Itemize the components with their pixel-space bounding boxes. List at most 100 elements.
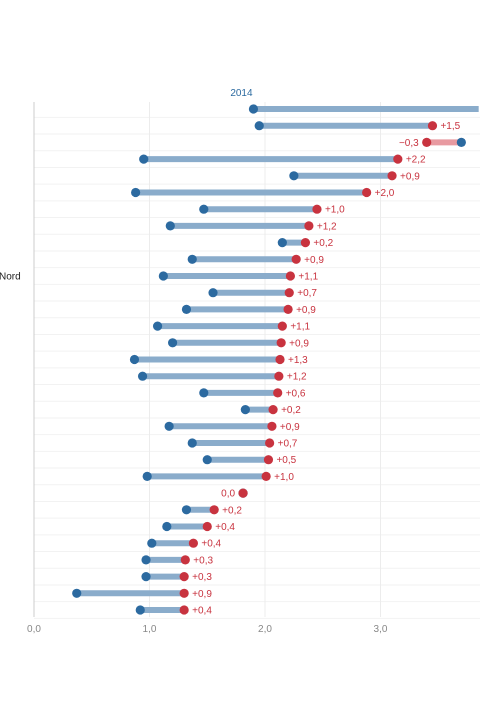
start-dot [181,304,192,314]
delta-label: +1,2 [317,221,337,232]
delta-label: +0,5 [276,455,296,466]
start-dot [152,321,163,331]
delta-label: +0,2 [281,405,301,416]
end-dot [304,221,314,231]
delta-label: +0,4 [192,606,212,617]
delta-label: +1,0 [274,472,294,483]
delta-label: +1,1 [290,322,310,333]
end-dot [276,338,286,348]
start-dot [208,288,218,298]
end-dot [291,254,301,264]
x-axis: 0,0 1,0 2,0 3,0 [27,624,388,635]
dumbbell-dots [72,104,466,615]
delta-label: +0,2 [222,505,242,516]
start-dot [456,137,466,147]
start-dot [141,572,151,582]
delta-label: +0,3 [193,555,213,566]
grid-lines [33,102,480,619]
delta-label: +1,1 [298,272,318,283]
delta-label: −0,3 [399,138,419,149]
x-tick-label: 3,0 [374,624,388,635]
start-dot [139,154,149,164]
end-dot [265,438,275,448]
end-dot [362,187,372,198]
end-dot [312,204,322,214]
end-dot [285,271,296,281]
start-dot [165,221,175,231]
start-dot [277,238,287,248]
end-dot [387,171,397,181]
delta-label: +0,4 [215,522,235,533]
end-dot [427,121,438,131]
end-dot [238,488,248,498]
delta-label: +0,6 [286,388,306,399]
start-dot [240,405,250,415]
delta-label: +0,9 [296,305,316,316]
delta-labels: 2014 +1,5 −0,3 +2,2 +0,9 +2,0 +1,0 +1,2 +0,2 +0,9… [0,88,461,617]
start-dot [142,471,152,481]
delta-label: +0,3 [192,572,212,583]
start-dot [199,388,209,398]
start-dot [72,588,82,598]
dumbbell-bars [76,106,479,613]
delta-label: +1,2 [287,372,307,383]
delta-label: +0,9 [400,171,420,182]
series-label-start: 2014 [230,88,253,99]
x-tick-label: 1,0 [143,624,157,635]
start-dot [187,438,197,448]
end-dot [180,555,190,565]
delta-label: +0,4 [201,539,221,550]
end-dot [202,521,212,532]
end-dot [274,371,284,381]
start-dot [135,605,145,615]
start-dot [137,371,148,381]
start-dot [141,555,151,565]
delta-label: 0,0 [221,489,235,500]
start-dot [129,354,140,365]
start-dot [158,271,168,281]
delta-label: +0,2 [313,238,333,249]
delta-label: +1,3 [288,355,308,366]
x-tick-label: 2,0 [258,624,272,635]
start-dot [181,505,192,515]
start-dot [164,421,174,431]
delta-label: +0,9 [192,589,212,600]
delta-label: +0,9 [289,338,309,349]
start-dot [289,171,299,181]
delta-label: +1,0 [325,205,345,216]
end-dot [393,154,403,164]
end-dot [284,288,294,298]
end-dot [277,321,287,331]
end-dot [261,471,271,481]
delta-label: +0,9 [304,255,324,266]
row-label: Nord [0,272,21,283]
end-dot [422,137,432,147]
end-dot [263,455,274,465]
end-dot [283,304,293,314]
end-dot [273,388,283,398]
end-dot [179,588,189,598]
start-dot [168,338,178,348]
end-dot [267,421,277,431]
start-dot [248,104,259,114]
end-dot [188,538,198,548]
delta-label: +0,9 [280,422,300,433]
delta-label: +2,0 [375,188,395,199]
end-dot [268,405,278,415]
start-dot [199,204,209,214]
end-dot [275,354,285,365]
start-dot [187,254,197,264]
start-dot [131,187,141,198]
start-dot [202,455,212,465]
start-dot [254,121,264,131]
end-dot [300,238,311,248]
delta-label: +0,7 [278,439,298,450]
end-dot [179,605,189,615]
delta-label: +2,2 [406,155,426,166]
x-tick-label: 0,0 [27,624,41,635]
delta-label: +0,7 [297,288,317,299]
start-dot [162,521,172,532]
end-dot [209,505,219,515]
start-dot [147,538,157,548]
